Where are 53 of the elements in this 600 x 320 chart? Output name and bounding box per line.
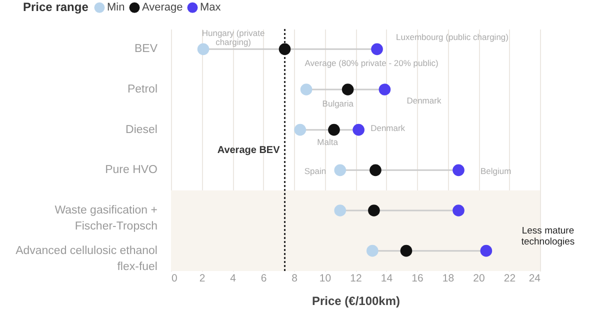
x-tick-label: 8 [292,272,298,284]
y-tick-label: BEV [134,43,158,56]
point [294,124,306,136]
point [480,244,492,257]
y-tick-label: Petrol [127,84,158,96]
point [378,84,391,96]
x-tick-label: 0 [172,272,178,284]
x-tick-label: 10 [319,272,332,284]
point [366,244,378,257]
point [328,124,340,136]
point [300,84,312,96]
x-tick-label: 12 [350,272,362,284]
x-tick-label: 4 [230,272,236,284]
x-axis-title: Price (€/100km) [312,294,400,308]
y-tick-label: Advanced cellulosic ethanol flex-fuel [16,244,158,273]
y-tick-label: Waste gasification + Fischer-Tropsch [54,204,158,232]
legend-label: Average [142,2,183,14]
x-tick-label: 16 [412,272,424,284]
point [452,204,464,216]
annotation: Belgium [480,166,512,176]
x-tick-label: 24 [528,272,541,284]
annotation: Bulgaria [322,98,354,108]
point [400,244,412,257]
x-tick-label: 18 [442,272,454,284]
annotation: Luxembourg (public charging) [396,32,509,42]
x-tick-label: 2 [199,272,206,284]
point [342,84,354,96]
point [370,164,382,176]
annotation: Hungary (private charging) [202,28,265,48]
x-tick-label: 14 [380,272,393,284]
point [368,204,380,216]
point [334,204,346,216]
point [452,164,464,176]
ref-line-label: Average BEV [217,145,280,156]
band-label: Less mature technologies [521,226,575,248]
point [352,124,364,136]
annotation: Denmark [370,122,406,133]
y-tick-label: Pure HVO [105,164,158,176]
point [197,43,210,56]
annotation: Denmark [406,96,442,106]
point [334,164,346,176]
y-tick-label: Diesel [126,124,158,136]
point [371,43,383,56]
x-tick-label: 20 [473,272,485,284]
x-tick-label: 6 [260,272,267,284]
annotation: Spain [304,166,326,176]
x-tick-label: 22 [504,272,516,284]
annotation: Malta [317,136,338,147]
legend-title: Price range [23,0,89,14]
legend-label: Min [107,2,125,14]
annotation: Average (80% private - 20% public) [304,58,438,68]
point [278,43,291,56]
legend-label: Max [200,2,222,14]
